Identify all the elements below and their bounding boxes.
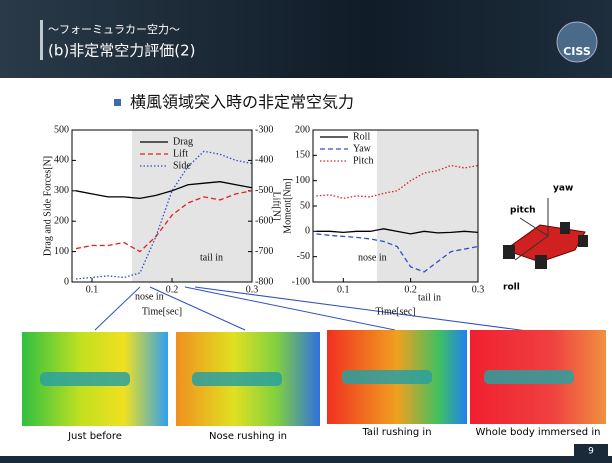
header-subtitle: ～フォーミュラカー空力～ bbox=[48, 22, 180, 36]
cfd-images: Just before Nose rushing in Tail rushing… bbox=[22, 330, 606, 442]
slide-canvas: ～フォーミュラカー空力～ (b)非定常空力評価(2) CISS 横風領域突入時の… bbox=[0, 0, 612, 463]
y-tick-label: 400 bbox=[54, 155, 69, 166]
y-tick-label: 0 bbox=[305, 226, 310, 237]
car-diagram: yaw pitch roll bbox=[503, 184, 588, 293]
legend-label: Pitch bbox=[353, 155, 374, 166]
legend-label: Roll bbox=[353, 131, 370, 142]
y-axis-label: Drag and Side Forces[N] bbox=[42, 156, 53, 256]
y-tick-label: -50 bbox=[297, 251, 310, 262]
image-caption: Tail rushing in bbox=[361, 427, 431, 438]
x-axis-label: Time[sec] bbox=[142, 306, 182, 317]
x-tick-label: 0.1 bbox=[86, 284, 99, 295]
y2-axis-label: Lift[N] bbox=[271, 192, 282, 221]
annotation: nose in bbox=[358, 252, 387, 263]
shaded-region bbox=[132, 130, 252, 282]
shaded-region bbox=[377, 130, 478, 282]
header-bar bbox=[0, 0, 612, 78]
x-tick-label: 0.3 bbox=[472, 284, 485, 295]
image-caption: Nose rushing in bbox=[209, 431, 287, 442]
y-tick-label: 200 bbox=[54, 215, 69, 226]
bullet-mark bbox=[114, 99, 121, 106]
car-silhouette bbox=[192, 372, 282, 386]
arrow bbox=[185, 287, 395, 330]
y2-tick-label: -700 bbox=[255, 246, 273, 257]
y-tick-label: 150 bbox=[295, 150, 310, 161]
annotation: nose in bbox=[135, 291, 164, 302]
x-tick-label: 0.3 bbox=[246, 284, 259, 295]
legend-label: Yaw bbox=[353, 143, 372, 154]
x-tick-label: 0.2 bbox=[166, 284, 179, 295]
y2-tick-label: -300 bbox=[255, 124, 273, 135]
wheel bbox=[535, 255, 547, 269]
y-tick-label: 100 bbox=[54, 246, 69, 257]
y2-tick-label: -600 bbox=[255, 215, 273, 226]
y-tick-label: 300 bbox=[54, 185, 69, 196]
image-caption: Just before bbox=[67, 431, 122, 442]
legend-label: Side bbox=[173, 160, 191, 171]
car-silhouette bbox=[342, 370, 432, 384]
y-tick-label: 500 bbox=[54, 124, 69, 135]
y-axis-label: Moment[Nm] bbox=[282, 178, 293, 234]
diagram-label: roll bbox=[503, 283, 520, 293]
y-tick-label: 50 bbox=[300, 200, 310, 211]
diagram-label: pitch bbox=[510, 206, 536, 216]
logo-text: CISS bbox=[563, 45, 591, 58]
image-caption: Whole body immersed in bbox=[476, 427, 601, 438]
bullet-text: 横風領域突入時の非定常空気力 bbox=[130, 93, 354, 112]
x-tick-label: 0.2 bbox=[404, 284, 417, 295]
wheel bbox=[578, 235, 588, 247]
x-tick-label: 0.1 bbox=[337, 284, 350, 295]
page-number: 9 bbox=[588, 447, 594, 457]
arrow bbox=[95, 287, 140, 330]
header-title: (b)非定常空力評価(2) bbox=[48, 42, 195, 60]
y2-tick-label: -400 bbox=[255, 155, 273, 166]
annotation: tail in bbox=[200, 252, 223, 263]
car-silhouette bbox=[40, 372, 130, 386]
footer-bar bbox=[0, 456, 612, 463]
y-tick-label: 0 bbox=[64, 276, 69, 287]
header-accent bbox=[40, 20, 43, 60]
wheel bbox=[560, 222, 570, 234]
diagram-label: yaw bbox=[553, 184, 573, 194]
wheel bbox=[503, 245, 515, 259]
y2-tick-label: -500 bbox=[255, 185, 273, 196]
legend-label: Lift bbox=[173, 148, 188, 159]
slide: ～フォーミュラカー空力～ (b)非定常空力評価(2) CISS 横風領域突入時の… bbox=[0, 0, 612, 463]
car-silhouette bbox=[484, 370, 574, 384]
y-tick-label: 200 bbox=[295, 124, 310, 135]
y-tick-label: 100 bbox=[295, 175, 310, 186]
annotation: tail in bbox=[418, 292, 441, 303]
y-tick-label: -100 bbox=[292, 276, 310, 287]
legend-label: Drag bbox=[173, 136, 193, 147]
x-axis-label: Time[sec] bbox=[375, 306, 415, 317]
